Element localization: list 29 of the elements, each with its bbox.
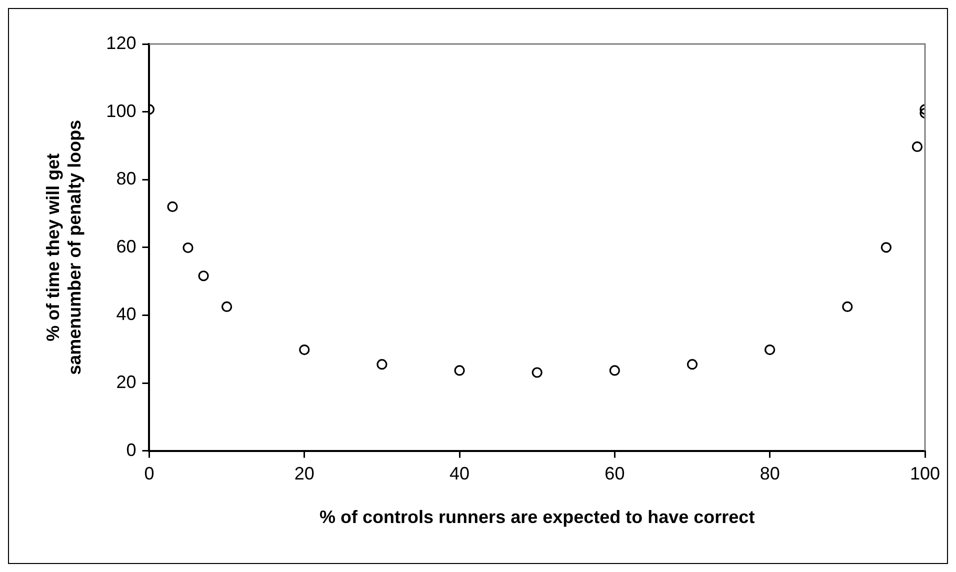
point [609,365,620,376]
x-tick-label: 40 [450,464,470,484]
x-tick-label: 0 [144,464,154,484]
x-tick-label: 100 [910,464,940,484]
x-tick-label: 60 [604,464,625,484]
point [167,201,178,212]
point [376,359,388,370]
point [764,344,776,356]
point [532,367,542,378]
point [182,242,194,254]
point [912,141,923,152]
point [299,344,310,356]
point [686,359,698,370]
y-tick-label: 0 [126,440,136,460]
y-tick-label: 20 [116,372,136,392]
y-tick-label: 120 [106,32,136,53]
y-tick-label: 80 [116,168,136,189]
point [842,301,853,312]
point [880,242,892,253]
point [222,301,232,312]
x-tick-label: 80 [760,464,780,484]
y-tick-label: 40 [116,304,136,324]
y-axis-title: % of time they will get samenumber of penalty loops [42,120,84,375]
x-axis-title: % of controls runners are expected to have correct [320,507,755,528]
y-tick-label: 60 [116,236,136,256]
x-tick-label: 20 [294,464,314,484]
point [454,365,465,376]
point [198,270,209,282]
y-tick-label: 100 [106,100,136,121]
